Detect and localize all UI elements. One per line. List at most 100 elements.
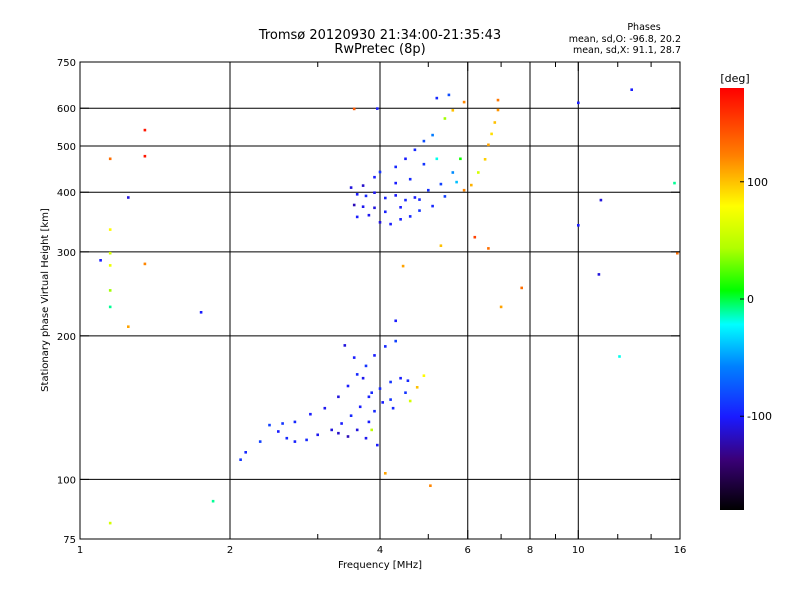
data-point [108, 521, 112, 525]
data-point [394, 194, 397, 197]
data-point [346, 435, 350, 438]
data-point [376, 107, 379, 110]
data-point [455, 180, 458, 184]
data-point [401, 264, 405, 268]
data-point [676, 251, 679, 255]
data-point [352, 356, 356, 359]
data-point [108, 264, 112, 267]
x-tick-label: 8 [527, 545, 533, 556]
data-point [439, 182, 443, 186]
data-point [487, 247, 490, 250]
data-point [293, 440, 297, 443]
data-point [451, 171, 455, 174]
data-point [435, 157, 439, 161]
data-point [439, 244, 443, 247]
data-point [597, 273, 601, 276]
data-point [630, 88, 633, 91]
x-tick-label: 16 [674, 545, 687, 556]
data-point [378, 170, 382, 174]
data-point [143, 262, 147, 266]
grid-lines [80, 62, 680, 539]
data-point [384, 345, 387, 348]
data-point [143, 154, 147, 158]
x-tick-label: 10 [572, 545, 585, 556]
y-axis-label: Stationary phase Virtual Height [km] [40, 208, 51, 392]
data-point [355, 428, 359, 432]
data-point [239, 458, 242, 461]
data-point [108, 157, 112, 161]
data-point [418, 209, 421, 212]
x-axis-label: Frequency [MHz] [338, 560, 422, 571]
data-point [293, 420, 297, 424]
data-point [618, 355, 621, 358]
data-point [364, 194, 368, 198]
data-point [490, 132, 493, 136]
data-point [389, 380, 392, 384]
data-point [399, 206, 402, 209]
data-point [422, 139, 426, 143]
data-point [361, 376, 365, 380]
data-point [408, 177, 412, 181]
y-tick-label: 500 [57, 142, 76, 153]
data-point [427, 188, 430, 192]
x-tick-label: 4 [377, 545, 383, 556]
data-point [462, 100, 466, 104]
data-point [309, 412, 312, 416]
data-point [355, 373, 359, 376]
data-point [367, 395, 371, 399]
stats-line-o: mean, sd,O: -96.8, 20.2 [569, 34, 681, 45]
data-point [577, 224, 580, 227]
data-point [364, 436, 368, 440]
data-point [355, 193, 359, 196]
data-point [404, 198, 407, 202]
data-point [244, 451, 247, 454]
data-point [316, 433, 319, 437]
data-point [413, 196, 417, 199]
data-point [367, 213, 371, 217]
data-point [394, 181, 397, 185]
data-point [364, 364, 368, 368]
data-point [477, 171, 480, 174]
data-point [199, 311, 203, 314]
data-point [108, 251, 112, 255]
data-points [99, 88, 679, 525]
data-point [330, 428, 333, 432]
chart-title: Tromsø 20120930 21:34:00-21:35:43 [258, 28, 501, 43]
data-point [358, 405, 362, 409]
y-tick-label: 400 [57, 188, 76, 199]
data-point [373, 206, 376, 210]
data-point [373, 191, 376, 194]
data-point [258, 440, 262, 443]
data-point [384, 472, 387, 475]
data-point [408, 399, 412, 403]
y-tick-label: 200 [57, 332, 76, 343]
data-point [373, 354, 376, 357]
data-point [343, 344, 347, 347]
y-tick-label: 100 [57, 475, 76, 486]
data-point [355, 215, 359, 219]
data-point [394, 165, 397, 169]
data-point [285, 436, 289, 440]
data-point [496, 108, 500, 112]
data-point [673, 181, 676, 185]
data-point [422, 162, 426, 166]
axis-ticks: 1 2 4 6 8 10 16 75 100 200 300 400 500 600 750 [57, 58, 686, 556]
data-point [99, 259, 102, 262]
data-point [496, 98, 500, 102]
x-tick-label: 6 [465, 545, 471, 556]
chart-subtitle: RwPretec (8p) [334, 42, 425, 57]
y-tick-label: 300 [57, 248, 76, 259]
y-tick-label: 600 [57, 104, 76, 115]
data-point [108, 305, 112, 309]
colorbar-tick-label: 0 [747, 293, 754, 306]
colorbar-label: [deg] [720, 72, 749, 85]
data-point [361, 205, 365, 208]
data-point [373, 175, 376, 179]
data-point [349, 186, 353, 189]
data-point [470, 183, 473, 187]
data-point [394, 319, 397, 323]
data-point [599, 198, 603, 202]
y-tick-label: 75 [63, 535, 76, 546]
data-point [435, 96, 439, 100]
data-point [384, 210, 387, 214]
